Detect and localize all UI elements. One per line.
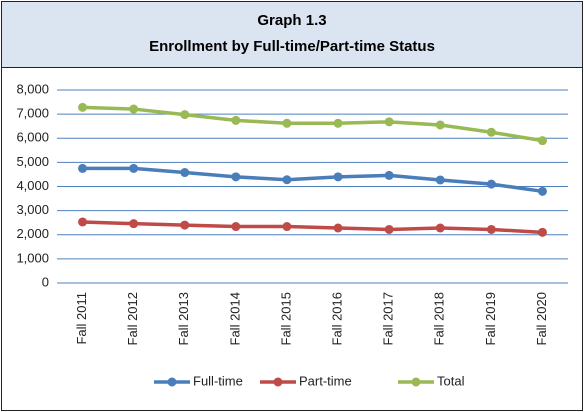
data-point — [180, 220, 190, 230]
data-point — [78, 163, 88, 173]
data-point — [282, 118, 292, 128]
data-point — [129, 163, 139, 173]
data-point — [384, 224, 394, 234]
data-point — [435, 223, 445, 233]
data-point — [537, 227, 547, 237]
x-tick-label: Fall 2013 — [176, 292, 191, 345]
y-tick-label: 0 — [42, 274, 49, 289]
data-point — [180, 110, 190, 120]
y-tick-label: 7,000 — [16, 106, 49, 121]
x-tick-label: Fall 2016 — [329, 292, 344, 345]
data-point — [129, 219, 139, 229]
data-point — [537, 186, 547, 196]
x-tick-label: Fall 2019 — [483, 292, 498, 345]
data-point — [282, 222, 292, 232]
y-tick-label: 4,000 — [16, 178, 49, 193]
x-tick-label: Fall 2012 — [125, 292, 140, 345]
x-tick-label: Fall 2020 — [534, 292, 549, 345]
y-tick-label: 8,000 — [16, 81, 49, 96]
data-point — [78, 217, 88, 227]
y-tick-label: 3,000 — [16, 202, 49, 217]
data-point — [231, 222, 241, 232]
data-point — [231, 115, 241, 125]
x-tick-label: Fall 2011 — [74, 292, 89, 345]
x-tick-label: Fall 2015 — [278, 292, 293, 345]
data-point — [333, 172, 343, 182]
series-line — [82, 166, 543, 194]
y-tick-label: 6,000 — [16, 130, 49, 145]
legend-label: Part-time — [299, 373, 352, 388]
series-line — [82, 105, 543, 143]
x-tick-label: Fall 2017 — [381, 292, 396, 345]
data-point — [180, 168, 190, 178]
chart-title: Graph 1.3 — [257, 12, 326, 29]
data-point — [537, 136, 547, 146]
data-point — [486, 179, 496, 189]
y-tick-label: 2,000 — [16, 226, 49, 241]
x-tick-label: Fall 2018 — [432, 292, 447, 345]
data-point — [435, 120, 445, 130]
legend-marker — [167, 377, 177, 387]
legend-label: Full-time — [193, 373, 243, 388]
data-point — [282, 175, 292, 185]
data-point — [231, 172, 241, 182]
data-point — [486, 127, 496, 137]
legend-marker — [411, 377, 421, 387]
data-point — [78, 102, 88, 112]
data-point — [384, 170, 394, 180]
data-point — [384, 117, 394, 127]
data-point — [333, 223, 343, 233]
data-point — [129, 104, 139, 114]
y-tick-label: 5,000 — [16, 154, 49, 169]
data-point — [486, 224, 496, 234]
data-point — [333, 118, 343, 128]
legend-marker — [273, 377, 283, 387]
legend-label: Total — [437, 373, 465, 388]
series-line — [82, 220, 543, 235]
x-tick-label: Fall 2014 — [227, 292, 242, 345]
chart-subtitle: Enrollment by Full-time/Part-time Status — [149, 38, 435, 55]
data-point — [435, 175, 445, 185]
y-tick-label: 1,000 — [16, 250, 49, 265]
title-box — [1, 1, 583, 68]
